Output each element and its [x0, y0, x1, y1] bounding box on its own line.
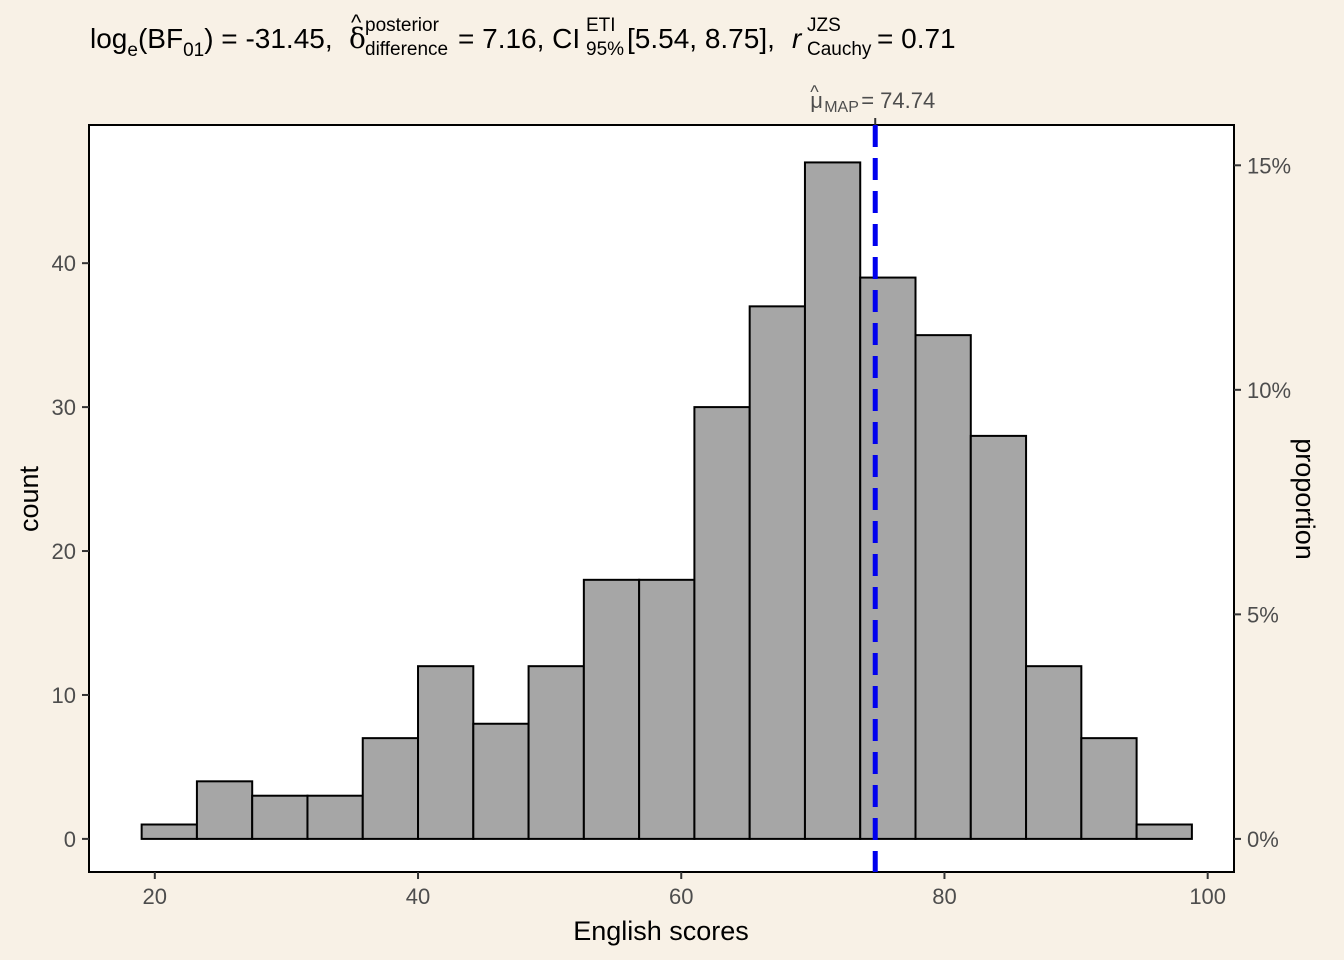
histogram-bar	[638, 578, 696, 840]
x-axis-title: English scores	[573, 916, 749, 946]
histogram-bar	[361, 737, 420, 840]
y-tick-label: 40	[52, 251, 76, 276]
delta-sub: difference	[365, 39, 448, 60]
ci-sub: 95%	[586, 39, 624, 60]
r-value: = 0.71	[877, 23, 956, 54]
y-axis: 0 10 20 30 40	[52, 251, 89, 852]
histogram-bar	[1080, 737, 1138, 840]
delta-symbol: δ	[349, 22, 366, 55]
delta-hat: ^	[351, 10, 362, 35]
map-sub: MAP	[824, 99, 859, 116]
subtitle-effect-stats: δ ^ posterior difference = 7.16, CI ETI …	[349, 10, 956, 60]
y2-tick-label: 10%	[1247, 378, 1291, 403]
subtitle-bf-sub: 01	[183, 40, 204, 61]
x-tick-label: 20	[143, 884, 167, 909]
subtitle-log: log	[90, 23, 127, 54]
delta-value: = 7.16, CI	[458, 23, 580, 54]
histogram-bar	[417, 665, 475, 840]
r-sup: JZS	[807, 15, 841, 36]
r-symbol: r	[792, 23, 803, 54]
histogram-bar	[527, 665, 585, 840]
y2-axis-title: proportion	[1290, 438, 1320, 560]
histogram-bar	[1135, 823, 1193, 840]
ci-sup: ETI	[586, 15, 616, 36]
y-axis-title: count	[14, 465, 44, 532]
y2-tick-label: 0%	[1247, 827, 1279, 852]
histogram-bar	[306, 794, 364, 840]
histogram-bar	[859, 276, 917, 840]
histogram-bars	[140, 161, 1193, 840]
subtitle-bf-value: = -31.45,	[214, 23, 333, 54]
histogram-bar	[969, 434, 1028, 840]
histogram-bar	[251, 794, 309, 840]
map-value: = 74.74	[861, 88, 935, 113]
x-tick-label: 40	[406, 884, 430, 909]
histogram-bar	[1025, 665, 1083, 840]
histogram-bar	[914, 334, 972, 840]
subtitle-bf-close: )	[204, 23, 213, 54]
histogram-bar	[195, 780, 254, 840]
y2-axis: 0% 5% 10% 15%	[1234, 153, 1291, 852]
ci-range: [5.54, 8.75],	[627, 23, 775, 54]
y2-tick-label: 15%	[1247, 153, 1291, 178]
histogram-bar	[803, 161, 862, 840]
y-tick-label: 20	[52, 539, 76, 564]
x-tick-label: 100	[1189, 884, 1226, 909]
r-sub: Cauchy	[807, 39, 872, 60]
histogram-bar	[582, 578, 641, 840]
histogram-bar	[472, 722, 530, 840]
x-tick-label: 60	[669, 884, 693, 909]
y2-tick-label: 5%	[1247, 602, 1279, 627]
y-tick-label: 30	[52, 395, 76, 420]
delta-sup: posterior	[365, 15, 440, 36]
subtitle-log-sub: e	[127, 40, 138, 61]
x-tick-label: 80	[932, 884, 956, 909]
chart-subtitle: loge(BF01) = -31.45,	[90, 23, 333, 61]
histogram-bar	[140, 823, 198, 840]
map-mu-hat: ^	[810, 82, 819, 102]
histogram-bar	[693, 406, 751, 840]
map-mu-symbol: μ	[810, 88, 823, 113]
subtitle-bf-open: (BF	[138, 23, 183, 54]
histogram-bar	[748, 305, 806, 840]
x-axis: 20 40 60 80 100	[143, 872, 1226, 909]
y-tick-label: 0	[64, 827, 76, 852]
y-tick-label: 10	[52, 683, 76, 708]
map-label: μ ^ MAP = 74.74	[810, 82, 935, 116]
